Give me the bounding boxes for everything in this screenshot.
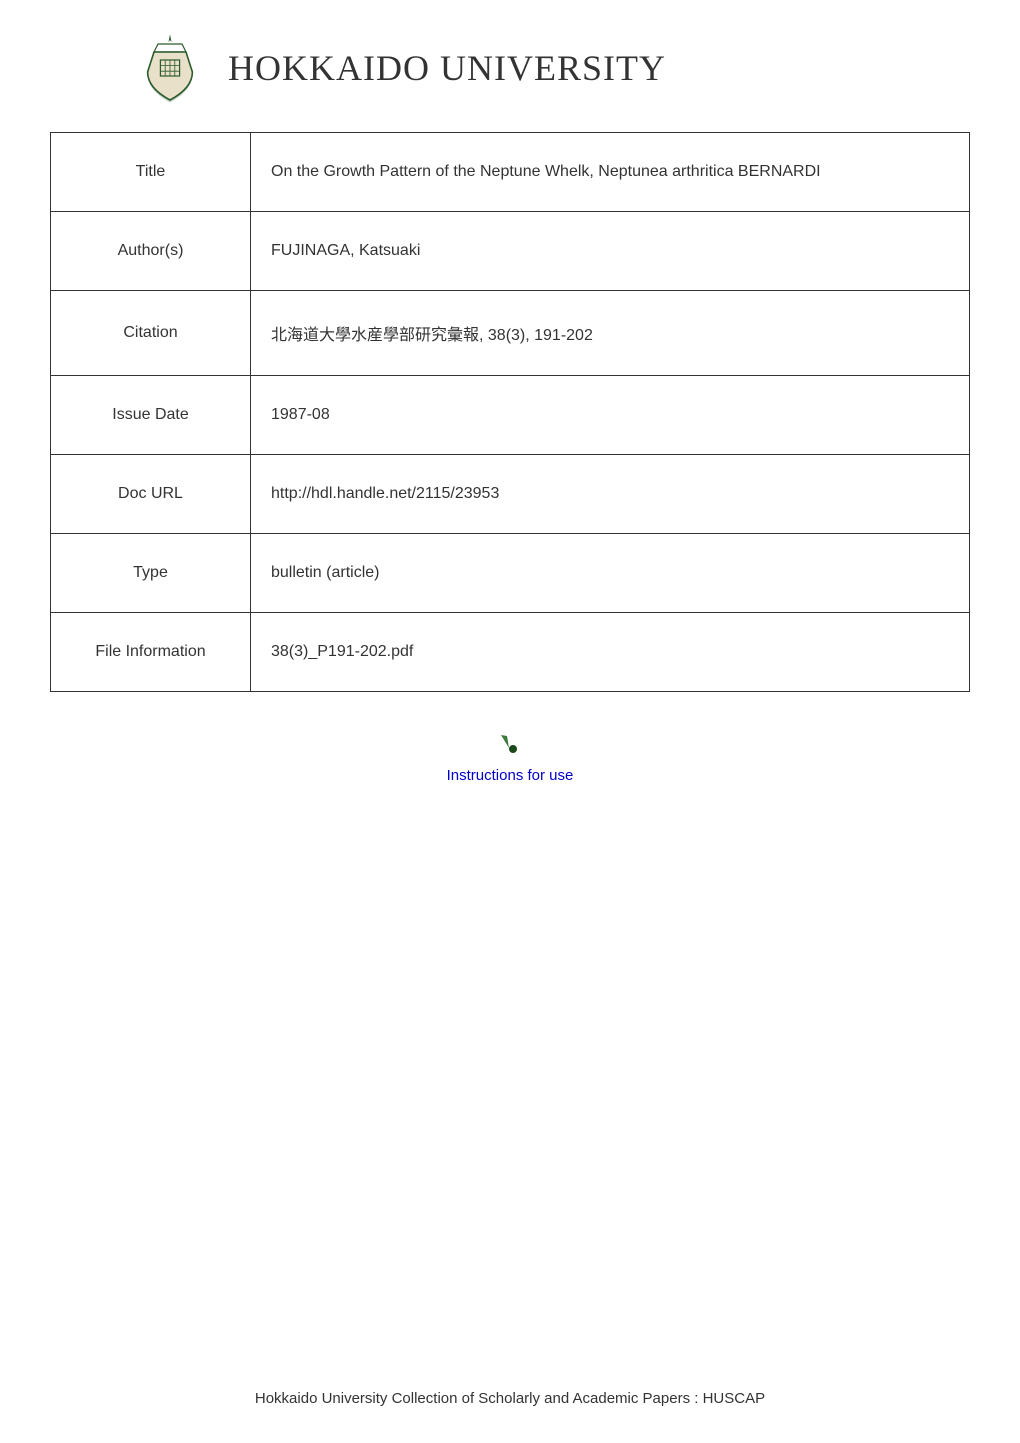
table-row: Title On the Growth Pattern of the Neptu… [51,133,970,212]
label-title: Title [51,133,251,212]
label-doc-url: Doc URL [51,455,251,534]
label-citation: Citation [51,291,251,376]
metadata-table: Title On the Growth Pattern of the Neptu… [50,132,970,692]
university-name: HOKKAIDO UNIVERSITY [228,47,666,89]
value-author: FUJINAGA, Katsuaki [251,212,970,291]
value-title: On the Growth Pattern of the Neptune Whe… [251,133,970,212]
label-type: Type [51,534,251,613]
page-footer: Hokkaido University Collection of Schola… [0,1390,1020,1407]
label-author: Author(s) [51,212,251,291]
instructions-link[interactable]: Instructions for use [447,767,574,784]
value-type: bulletin (article) [251,534,970,613]
value-file-info: 38(3)_P191-202.pdf [251,613,970,692]
page-header: HOKKAIDO UNIVERSITY [0,0,1020,132]
table-row: Type bulletin (article) [51,534,970,613]
label-issue-date: Issue Date [51,376,251,455]
value-citation: 北海道大學水産學部研究彙報, 38(3), 191-202 [251,291,970,376]
value-issue-date: 1987-08 [251,376,970,455]
table-row: File Information 38(3)_P191-202.pdf [51,613,970,692]
table-row: Issue Date 1987-08 [51,376,970,455]
table-row: Citation 北海道大學水産學部研究彙報, 38(3), 191-202 [51,291,970,376]
instructions-block: Instructions for use [0,732,1020,785]
value-doc-url: http://hdl.handle.net/2115/23953 [251,455,970,534]
label-file-info: File Information [51,613,251,692]
table-row: Doc URL http://hdl.handle.net/2115/23953 [51,455,970,534]
arrow-down-icon [497,732,523,761]
table-row: Author(s) FUJINAGA, Katsuaki [51,212,970,291]
university-logo-icon [130,28,210,108]
